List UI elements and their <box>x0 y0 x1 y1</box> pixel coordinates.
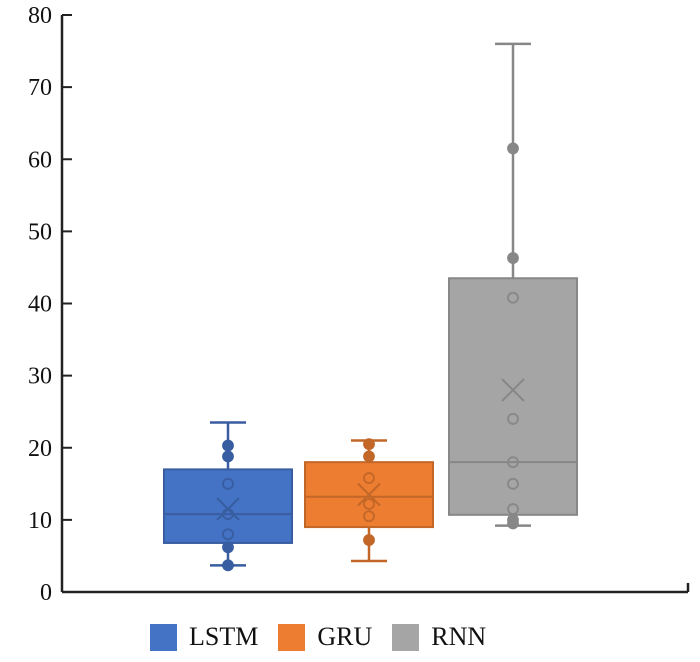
boxes <box>163 42 578 572</box>
legend-label: RNN <box>431 622 487 651</box>
legend-item-rnn: RNN <box>392 622 486 652</box>
data-point <box>363 510 375 523</box>
data-point <box>363 450 375 463</box>
legend-item-lstm: LSTM <box>150 622 258 652</box>
y-tick-label: 50 <box>28 219 52 245</box>
legend-item-gru: GRU <box>278 622 372 652</box>
legend-swatch-lstm <box>150 623 177 651</box>
legend-swatch-gru <box>278 623 306 651</box>
data-point <box>507 142 519 155</box>
legend-swatch-rnn <box>392 623 420 651</box>
legend-label: GRU <box>317 622 373 651</box>
data-point <box>363 498 375 510</box>
y-tick-label: 60 <box>28 147 52 173</box>
y-tick-label: 70 <box>28 75 52 101</box>
data-point <box>222 450 234 463</box>
data-point <box>507 291 519 304</box>
data-point <box>222 541 234 554</box>
y-tick-label: 40 <box>28 292 52 318</box>
legend-label: LSTM <box>189 622 259 651</box>
y-tick-label: 20 <box>28 436 52 462</box>
data-point <box>507 456 519 469</box>
data-point <box>222 559 234 572</box>
data-point <box>507 412 519 425</box>
y-tick-label: 10 <box>28 508 52 534</box>
box-gru <box>304 438 434 563</box>
y-tick-label: 0 <box>40 580 52 606</box>
box-lstm <box>163 421 293 572</box>
data-point <box>222 528 234 541</box>
data-point <box>222 439 234 452</box>
box-rnn <box>448 42 578 530</box>
legend: LSTM GRU RNN <box>150 622 486 652</box>
y-tick-label: 30 <box>28 364 52 390</box>
data-point <box>507 477 519 490</box>
data-point <box>222 477 234 490</box>
data-point <box>363 534 375 546</box>
data-point <box>507 252 519 264</box>
y-tick-label: 80 <box>28 3 52 29</box>
data-point <box>363 472 375 484</box>
data-point <box>363 438 375 451</box>
data-point <box>507 517 519 530</box>
x-axis <box>62 583 690 594</box>
y-axis: 0 10 20 30 40 50 60 70 80 <box>28 3 72 606</box>
